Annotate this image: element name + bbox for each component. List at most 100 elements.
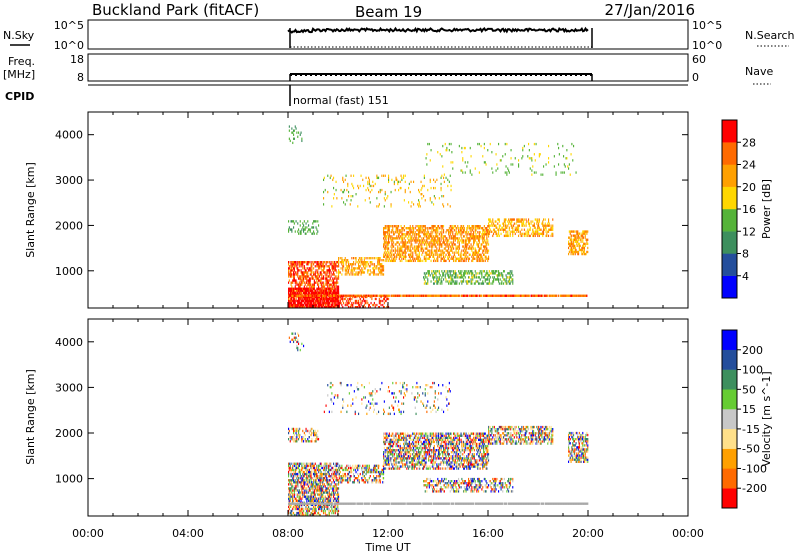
power-cell (459, 272, 461, 275)
power-cell (540, 232, 542, 236)
power-cell (299, 224, 301, 227)
power-cell (323, 261, 325, 264)
power-cell (383, 273, 385, 276)
power-cell (358, 294, 360, 297)
power-cell (425, 233, 427, 236)
power-cell (580, 238, 582, 241)
velocity-cell (317, 493, 319, 496)
power-cell (463, 294, 465, 297)
power-cell (442, 249, 444, 252)
power-cell (473, 274, 475, 277)
power-cell (531, 294, 533, 297)
power-cell (330, 289, 332, 292)
power-cell (336, 197, 338, 200)
power-cell (309, 294, 311, 297)
power-cell (576, 240, 578, 243)
power-cell (386, 241, 388, 244)
power-cell (329, 299, 331, 303)
power-cell (473, 241, 475, 244)
power-cell (391, 249, 393, 252)
power-cell (328, 301, 330, 305)
power-cell (414, 227, 416, 230)
velocity-cell (296, 477, 298, 480)
power-cell (530, 222, 532, 225)
power-cell (288, 271, 290, 274)
power-cell (357, 273, 359, 276)
power-cell (532, 228, 534, 231)
power-cell (361, 294, 363, 297)
power-cell (317, 301, 319, 305)
velocity-cell (310, 464, 312, 468)
power-cell (483, 142, 485, 146)
power-cell (483, 253, 485, 256)
velocity-cell (296, 472, 298, 476)
power-cell (428, 249, 430, 252)
power-cell (383, 233, 385, 236)
power-cell (325, 263, 327, 266)
power-cell (333, 186, 335, 190)
power-cell (577, 244, 579, 248)
power-cell (376, 174, 378, 177)
power-colorbar-swatches (722, 120, 737, 299)
velocity-cell (301, 481, 303, 484)
power-cell (408, 235, 410, 238)
power-cell (350, 199, 352, 202)
power-cell (423, 176, 425, 180)
power-cell (454, 239, 456, 242)
power-cell (488, 230, 490, 233)
power-cell (488, 225, 490, 228)
power-cell (492, 282, 494, 285)
power-cell (478, 282, 480, 285)
power-cell (306, 297, 308, 301)
power-cell (291, 127, 293, 130)
power-cell (288, 265, 290, 268)
power-cell (490, 220, 492, 223)
velocity-cell (314, 507, 316, 511)
power-cell (330, 303, 332, 307)
power-cell (576, 242, 578, 246)
power-cell (470, 231, 472, 234)
power-cell (294, 291, 296, 295)
velocity-cell (299, 509, 301, 513)
power-cell (296, 303, 298, 307)
power-cell (373, 273, 375, 276)
power-cell (543, 294, 545, 297)
power-cell (461, 229, 463, 232)
power-cell (433, 249, 435, 252)
power-cell (406, 245, 408, 248)
power-cell (293, 267, 295, 270)
power-cell (578, 234, 580, 237)
power-cell (578, 242, 580, 246)
power-cell (394, 247, 396, 250)
power-cell (440, 186, 442, 190)
power-cell (366, 295, 368, 299)
power-cell (327, 293, 329, 297)
power-cell (447, 272, 449, 275)
power-cell (575, 294, 577, 297)
power-cell (488, 257, 490, 260)
power-cell (403, 249, 405, 252)
power-cell (463, 274, 465, 277)
power-cell (393, 245, 395, 248)
power-cell (448, 294, 450, 297)
power-cell (321, 275, 323, 278)
power-cell (382, 259, 384, 262)
velocity-cell (295, 464, 297, 468)
power-cell (302, 289, 304, 292)
power-cell (438, 243, 440, 246)
power-cell (427, 237, 429, 240)
power-cell (521, 222, 523, 225)
power-cell (396, 255, 398, 258)
power-cell (418, 225, 420, 228)
power-cell (416, 237, 418, 240)
power-cell (543, 230, 545, 233)
power-cell (453, 282, 455, 285)
power-cell (403, 233, 405, 236)
power-cell (575, 240, 577, 243)
velocity-cell (310, 479, 312, 482)
power-cell (311, 293, 313, 297)
power-cell (338, 271, 340, 274)
velocity-cell (315, 485, 317, 488)
